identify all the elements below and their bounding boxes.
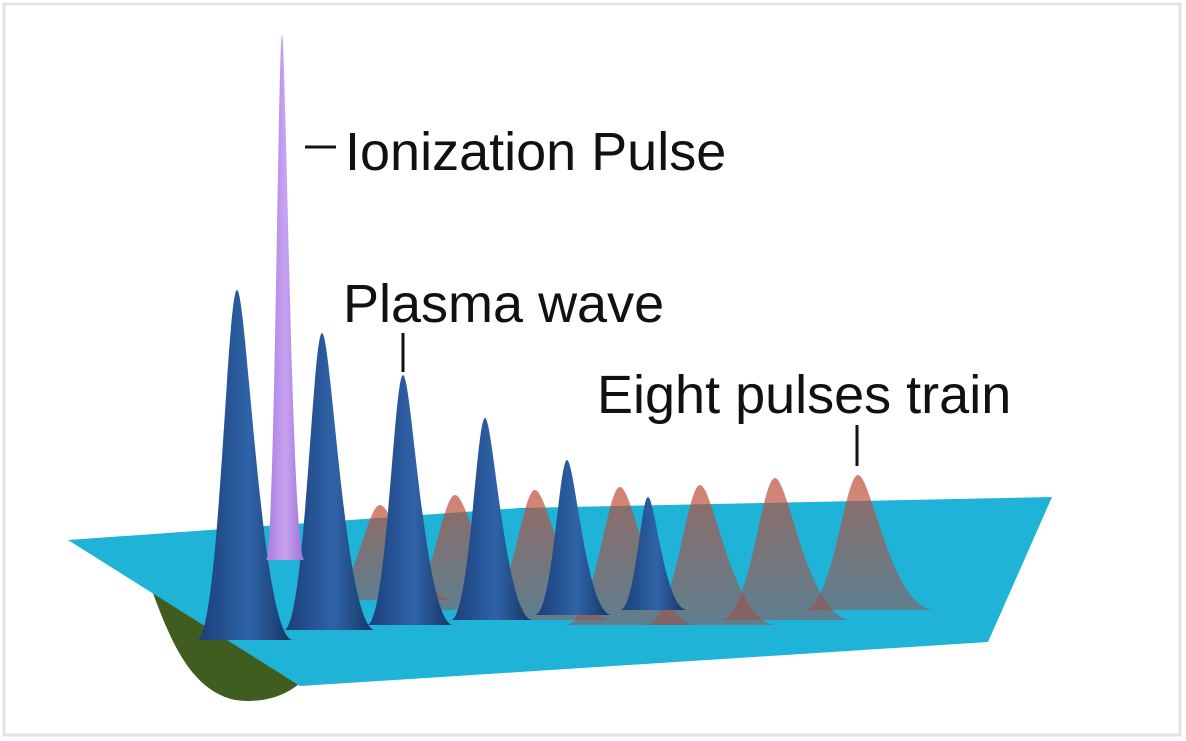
ionization-label: Ionization Pulse: [345, 122, 726, 182]
plasma-label: Plasma wave: [343, 274, 664, 334]
figure: Ionization Pulse Plasma wave Eight pulse…: [0, 0, 1186, 741]
train-label: Eight pulses train: [597, 365, 1011, 425]
